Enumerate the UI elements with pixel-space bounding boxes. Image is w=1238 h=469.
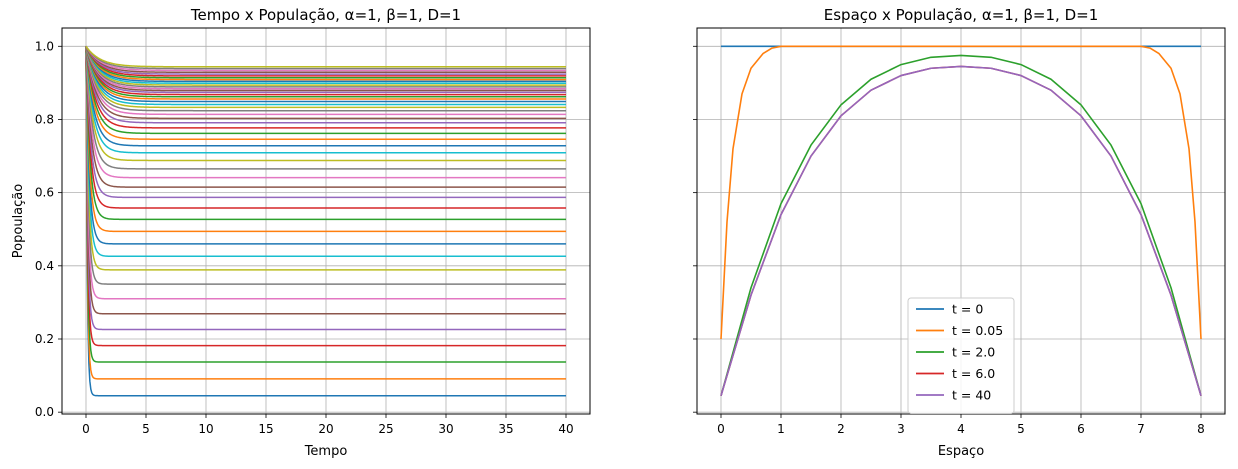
x-tick-label: 40 xyxy=(558,422,573,436)
legend-label: t = 0 xyxy=(952,302,983,317)
left-chart-title: Tempo x População, α=1, β=1, D=1 xyxy=(190,6,461,24)
series-line xyxy=(85,46,566,88)
x-tick-label: 10 xyxy=(198,422,213,436)
series-line xyxy=(85,46,566,199)
series-line xyxy=(85,46,566,162)
x-tick-label: 5 xyxy=(1017,422,1025,436)
right-chart: 0 1 2 3 4 5 6 7 8 Espaço x População, α=1, β=1, … xyxy=(693,6,1226,459)
series-line xyxy=(720,65,1202,396)
series-line xyxy=(85,46,566,129)
y-tick-label: 0.6 xyxy=(35,186,54,200)
series-line xyxy=(85,45,566,68)
series-line xyxy=(85,46,566,233)
series-line xyxy=(85,46,566,179)
x-tick-label: 3 xyxy=(897,422,905,436)
series-line xyxy=(85,46,566,363)
x-tick-label: 25 xyxy=(378,422,393,436)
x-tick-label: 30 xyxy=(438,422,453,436)
series-line xyxy=(85,46,566,258)
legend: t = 0 t = 0.05 t = 2.0 t = 6.0 t = 40 xyxy=(907,297,1015,414)
series-line xyxy=(85,45,566,81)
series-line xyxy=(85,46,566,221)
series-line xyxy=(85,46,566,147)
series-line xyxy=(85,46,566,103)
series-line xyxy=(85,46,566,331)
left-chart: 0 5 10 15 20 25 30 35 40 0.0 0.2 0.4 0.6 0.8 1.0 Tempo… xyxy=(11,6,591,459)
series-line xyxy=(85,46,566,116)
legend-label: t = 2.0 xyxy=(952,345,995,360)
left-ticks: 0 5 10 15 20 25 30 35 40 0.0 0.2 0.4 0.6 0.8 1.0 xyxy=(35,39,574,436)
series-line xyxy=(85,46,566,90)
x-tick-label: 8 xyxy=(1197,422,1205,436)
series-line xyxy=(720,54,1202,396)
legend-label: t = 0.05 xyxy=(952,323,1003,338)
series-line xyxy=(85,46,566,106)
series-line xyxy=(85,45,566,72)
series-line xyxy=(85,46,566,209)
x-tick-label: 15 xyxy=(258,422,273,436)
x-tick-label: 0 xyxy=(82,422,90,436)
series-line xyxy=(85,46,566,397)
series-line xyxy=(85,45,566,70)
series-line xyxy=(85,46,566,170)
series-line xyxy=(85,46,566,124)
series-line xyxy=(85,46,566,100)
series-line xyxy=(85,45,566,74)
y-tick-label: 0.2 xyxy=(35,332,54,346)
x-tick-label: 1 xyxy=(777,422,785,436)
legend-label: t = 40 xyxy=(952,388,991,403)
right-series-lines xyxy=(720,45,1202,396)
x-tick-label: 5 xyxy=(142,422,150,436)
series-line xyxy=(85,45,566,79)
series-line xyxy=(85,46,566,188)
series-line xyxy=(85,46,566,347)
series-line xyxy=(85,46,566,135)
x-tick-label: 4 xyxy=(957,422,965,436)
y-tick-label: 0.4 xyxy=(35,259,54,273)
series-line xyxy=(85,46,566,285)
x-tick-label: 7 xyxy=(1137,422,1145,436)
legend-box xyxy=(907,297,1015,414)
x-tick-label: 35 xyxy=(498,422,513,436)
series-line xyxy=(85,46,566,300)
series-line xyxy=(85,46,566,315)
series-line xyxy=(85,46,566,83)
series-line xyxy=(85,46,566,92)
series-line xyxy=(720,45,1202,340)
series-line xyxy=(85,46,566,140)
right-x-axis-label: Espaço xyxy=(938,444,984,459)
y-tick-label: 0.8 xyxy=(35,112,54,126)
series-line xyxy=(85,46,566,109)
x-tick-label: 0 xyxy=(717,422,725,436)
series-line xyxy=(85,46,566,112)
series-line xyxy=(85,45,566,75)
series-line xyxy=(85,46,566,86)
x-tick-label: 2 xyxy=(837,422,845,436)
y-tick-label: 0.0 xyxy=(35,405,54,419)
series-line xyxy=(85,46,566,271)
left-x-axis-label: Tempo xyxy=(304,444,348,459)
series-line xyxy=(85,46,566,94)
series-line xyxy=(85,45,566,77)
right-chart-title: Espaço x População, α=1, β=1, D=1 xyxy=(824,6,1099,24)
series-line xyxy=(85,46,566,120)
y-tick-label: 1.0 xyxy=(35,39,54,53)
series-line xyxy=(85,46,566,84)
x-tick-label: 6 xyxy=(1077,422,1085,436)
left-y-axis-label: Popoulação xyxy=(11,184,26,258)
series-line xyxy=(85,46,566,245)
right-ticks: 0 1 2 3 4 5 6 7 8 xyxy=(693,45,1205,436)
series-line xyxy=(85,46,566,98)
series-line xyxy=(85,46,566,96)
series-line xyxy=(85,46,566,154)
left-series-lines xyxy=(85,45,566,397)
series-line xyxy=(85,46,566,380)
x-tick-label: 20 xyxy=(318,422,333,436)
legend-label: t = 6.0 xyxy=(952,366,995,381)
